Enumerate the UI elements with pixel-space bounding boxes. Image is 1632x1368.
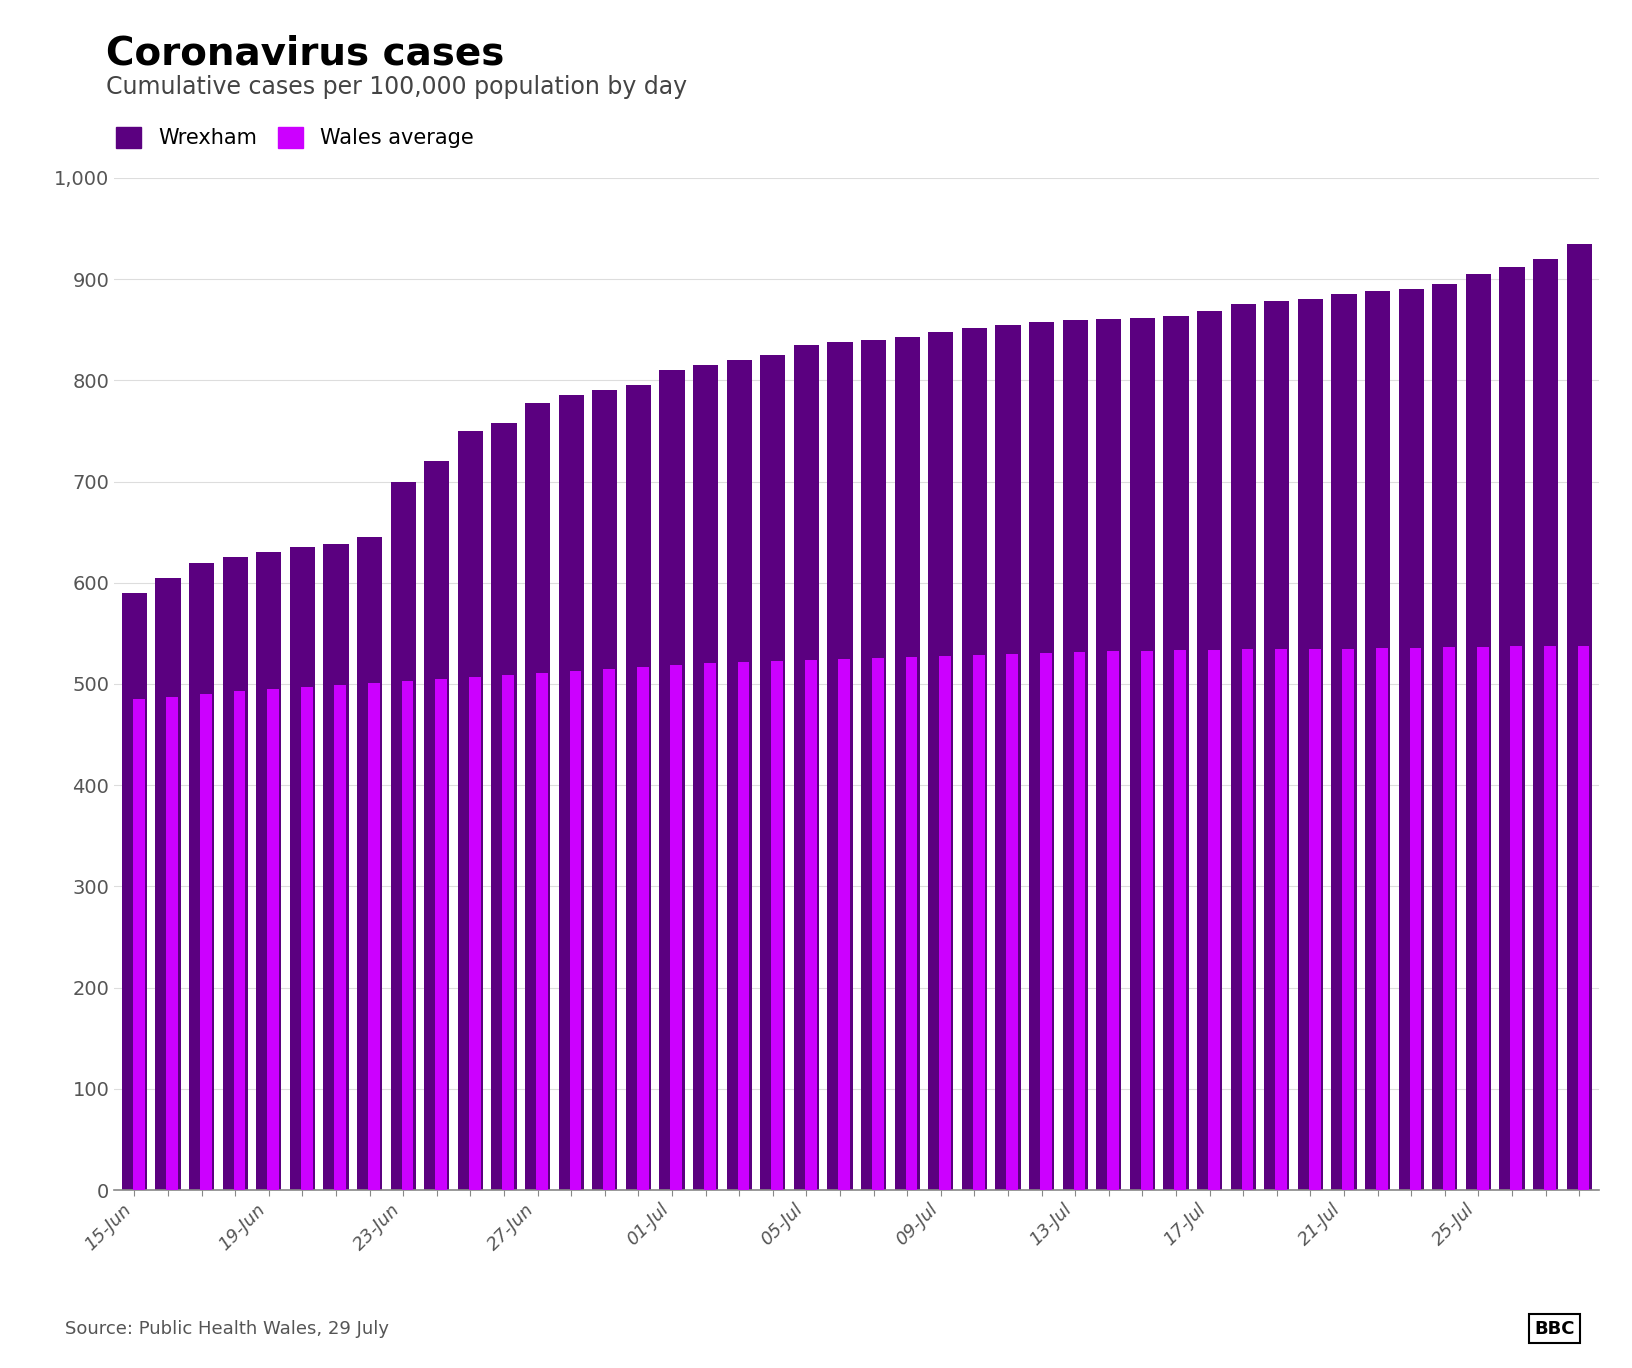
Bar bbox=[1196, 312, 1222, 1190]
Bar bbox=[906, 657, 917, 1190]
Bar bbox=[1074, 651, 1085, 1190]
Bar bbox=[323, 544, 349, 1190]
Bar bbox=[1275, 648, 1288, 1190]
Bar bbox=[1466, 274, 1492, 1190]
Bar bbox=[122, 592, 147, 1190]
Bar bbox=[256, 553, 281, 1190]
Bar bbox=[535, 673, 548, 1190]
Bar bbox=[1399, 289, 1423, 1190]
Bar bbox=[659, 371, 684, 1190]
Bar bbox=[503, 674, 514, 1190]
Bar bbox=[1129, 317, 1155, 1190]
Bar bbox=[1062, 320, 1089, 1190]
Bar bbox=[369, 683, 380, 1190]
Bar bbox=[558, 395, 584, 1190]
Bar bbox=[940, 655, 951, 1190]
Text: Source: Public Health Wales, 29 July: Source: Public Health Wales, 29 July bbox=[65, 1320, 390, 1338]
Legend: Wrexham, Wales average: Wrexham, Wales average bbox=[116, 127, 473, 148]
Bar bbox=[1242, 648, 1253, 1190]
Bar bbox=[671, 665, 682, 1190]
Bar bbox=[491, 423, 517, 1190]
Bar bbox=[996, 324, 1020, 1190]
Bar bbox=[703, 662, 716, 1190]
Bar bbox=[1231, 304, 1255, 1190]
Bar bbox=[335, 685, 346, 1190]
Bar bbox=[1297, 300, 1324, 1190]
Bar bbox=[222, 558, 248, 1190]
Bar bbox=[772, 661, 783, 1190]
Bar bbox=[1007, 654, 1018, 1190]
Bar bbox=[268, 689, 279, 1190]
Bar bbox=[1477, 647, 1488, 1190]
Bar bbox=[1097, 319, 1121, 1190]
Bar bbox=[862, 339, 886, 1190]
Bar bbox=[1376, 647, 1387, 1190]
Bar bbox=[894, 337, 920, 1190]
Text: Coronavirus cases: Coronavirus cases bbox=[106, 34, 504, 73]
Bar bbox=[300, 687, 313, 1190]
Bar bbox=[726, 360, 752, 1190]
Bar bbox=[1164, 316, 1188, 1190]
Bar bbox=[1309, 648, 1320, 1190]
Bar bbox=[827, 342, 852, 1190]
Bar bbox=[1030, 321, 1054, 1190]
Bar bbox=[761, 354, 785, 1190]
Bar bbox=[1332, 294, 1356, 1190]
Bar bbox=[1141, 651, 1152, 1190]
Bar bbox=[526, 402, 550, 1190]
Bar bbox=[1410, 647, 1421, 1190]
Bar bbox=[738, 662, 749, 1190]
Bar bbox=[1265, 301, 1289, 1190]
Bar bbox=[1106, 651, 1120, 1190]
Bar bbox=[929, 331, 953, 1190]
Bar bbox=[961, 328, 987, 1190]
Bar bbox=[1208, 650, 1219, 1190]
Bar bbox=[132, 699, 145, 1190]
Bar bbox=[166, 698, 178, 1190]
Bar bbox=[1532, 259, 1559, 1190]
Bar bbox=[636, 666, 648, 1190]
Bar bbox=[805, 659, 816, 1190]
Bar bbox=[290, 547, 315, 1190]
Bar bbox=[357, 538, 382, 1190]
Bar bbox=[793, 345, 819, 1190]
Bar bbox=[871, 658, 885, 1190]
Bar bbox=[694, 365, 718, 1190]
Bar bbox=[201, 694, 212, 1190]
Bar bbox=[570, 670, 581, 1190]
Bar bbox=[1175, 650, 1186, 1190]
Bar bbox=[468, 677, 481, 1190]
Bar bbox=[604, 669, 615, 1190]
Bar bbox=[390, 482, 416, 1190]
Bar bbox=[401, 681, 413, 1190]
Bar bbox=[1567, 244, 1591, 1190]
Bar bbox=[1040, 653, 1053, 1190]
Bar bbox=[592, 390, 617, 1190]
Bar bbox=[1578, 646, 1590, 1190]
Bar bbox=[1433, 285, 1457, 1190]
Bar bbox=[1364, 291, 1390, 1190]
Bar bbox=[973, 655, 984, 1190]
Bar bbox=[189, 562, 214, 1190]
Text: Cumulative cases per 100,000 population by day: Cumulative cases per 100,000 population … bbox=[106, 75, 687, 100]
Text: BBC: BBC bbox=[1534, 1320, 1575, 1338]
Bar bbox=[233, 691, 245, 1190]
Bar bbox=[625, 386, 651, 1190]
Bar bbox=[839, 658, 850, 1190]
Bar bbox=[1500, 267, 1524, 1190]
Bar bbox=[1343, 648, 1355, 1190]
Bar bbox=[1443, 647, 1456, 1190]
Bar bbox=[155, 577, 181, 1190]
Bar bbox=[424, 461, 449, 1190]
Bar bbox=[459, 431, 483, 1190]
Bar bbox=[436, 679, 447, 1190]
Bar bbox=[1511, 646, 1523, 1190]
Bar bbox=[1544, 646, 1555, 1190]
